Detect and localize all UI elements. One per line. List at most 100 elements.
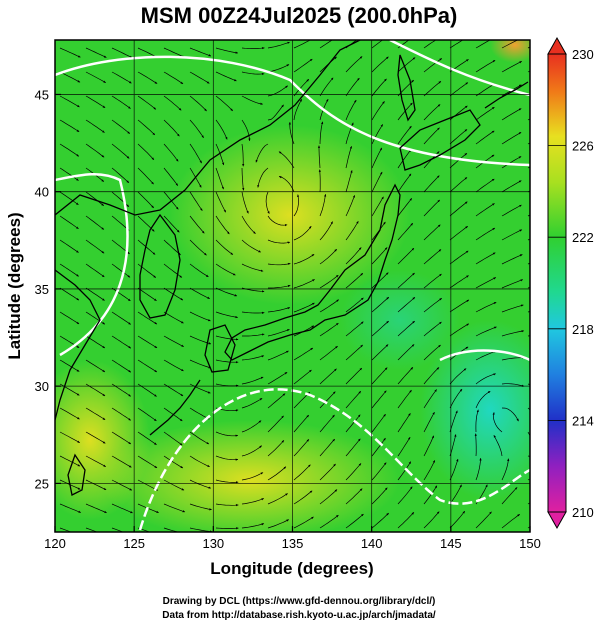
streamline bbox=[475, 301, 497, 313]
streamline bbox=[163, 215, 180, 233]
streamline bbox=[137, 407, 157, 422]
streamline bbox=[215, 287, 238, 297]
streamline bbox=[111, 287, 131, 302]
streamline bbox=[267, 215, 288, 227]
streamline bbox=[85, 263, 105, 278]
colorbar-top-arrow bbox=[547, 36, 567, 55]
streamline bbox=[475, 227, 496, 241]
streamline bbox=[111, 143, 130, 159]
streamline bbox=[319, 248, 337, 265]
streamline bbox=[397, 297, 416, 313]
streamline bbox=[241, 355, 265, 361]
streamline bbox=[59, 95, 80, 108]
streamline bbox=[241, 167, 245, 191]
streamline bbox=[345, 297, 364, 313]
coast-korea bbox=[139, 213, 181, 319]
streamline bbox=[241, 95, 263, 105]
streamline bbox=[85, 407, 106, 420]
streamline bbox=[267, 350, 289, 361]
cool-region-center bbox=[340, 270, 460, 370]
colorbar: 230 226 222 218 214 210 bbox=[547, 36, 594, 530]
streamline bbox=[345, 56, 363, 73]
coast-china-east bbox=[55, 269, 101, 421]
streamline bbox=[317, 145, 321, 169]
x-tick-label: 140 bbox=[361, 536, 383, 551]
streamline bbox=[527, 502, 530, 505]
streamline bbox=[449, 323, 470, 337]
streamline bbox=[423, 127, 440, 145]
streamline bbox=[241, 239, 261, 253]
credit-data: Data from http://database.rish.kyoto-u.a… bbox=[162, 610, 436, 621]
streamline bbox=[137, 167, 154, 185]
y-tick-label: 30 bbox=[35, 379, 49, 394]
streamline bbox=[397, 173, 412, 193]
streamline bbox=[371, 437, 386, 457]
streamline bbox=[215, 431, 239, 437]
streamline bbox=[501, 383, 525, 387]
colorbar-tick-label: 226 bbox=[572, 139, 594, 154]
streamline bbox=[267, 372, 288, 385]
streamline bbox=[163, 527, 180, 532]
streamline bbox=[293, 464, 311, 481]
streamline bbox=[293, 302, 315, 313]
streamline bbox=[423, 367, 440, 385]
streamline bbox=[59, 71, 81, 83]
streamline bbox=[137, 431, 157, 445]
streamline bbox=[501, 40, 519, 49]
streamline bbox=[241, 119, 251, 142]
streamline bbox=[449, 40, 464, 49]
streamline bbox=[371, 272, 389, 289]
streamline bbox=[85, 311, 106, 325]
streamline bbox=[137, 335, 158, 349]
streamline bbox=[293, 347, 314, 361]
warm-region-west bbox=[55, 360, 150, 520]
streamline bbox=[501, 279, 524, 289]
streamline bbox=[111, 47, 133, 59]
streamline bbox=[501, 131, 522, 145]
streamline bbox=[501, 156, 522, 169]
streamline bbox=[163, 47, 185, 58]
streamline bbox=[475, 457, 482, 481]
streamline bbox=[319, 274, 339, 289]
streamline bbox=[215, 215, 230, 235]
streamline bbox=[501, 108, 522, 121]
streamline bbox=[189, 431, 210, 445]
streamline bbox=[527, 94, 530, 97]
streamline bbox=[241, 472, 264, 481]
streamline bbox=[59, 47, 81, 58]
streamline bbox=[137, 263, 157, 278]
streamline bbox=[215, 527, 239, 530]
streamline bbox=[137, 287, 157, 301]
y-tick-label: 35 bbox=[35, 282, 49, 297]
streamline bbox=[267, 307, 291, 313]
streamline bbox=[241, 498, 264, 505]
streamline bbox=[319, 489, 338, 505]
streamline bbox=[189, 143, 202, 164]
streamline bbox=[371, 56, 389, 73]
streamline bbox=[293, 254, 315, 265]
colorbar-tick-label: 210 bbox=[572, 505, 594, 520]
streamline bbox=[423, 485, 438, 505]
streamline bbox=[257, 167, 269, 188]
streamline bbox=[527, 335, 530, 337]
streamline bbox=[345, 513, 364, 529]
streamline bbox=[475, 59, 496, 73]
streamline bbox=[475, 277, 497, 289]
streamline bbox=[189, 263, 209, 278]
streamline bbox=[501, 487, 518, 505]
coastlines bbox=[55, 40, 529, 496]
x-axis: 120 125 130 135 140 145 150 bbox=[44, 526, 541, 551]
streamline bbox=[267, 519, 290, 529]
coast-ryukyu bbox=[149, 379, 201, 436]
streamline bbox=[397, 486, 413, 505]
streamline bbox=[345, 321, 364, 337]
colorbar-tick-label: 222 bbox=[572, 230, 594, 245]
streamline bbox=[423, 435, 435, 457]
streamline bbox=[268, 284, 291, 289]
streamline bbox=[85, 287, 105, 301]
streamline bbox=[215, 119, 228, 140]
streamline bbox=[215, 191, 227, 213]
streamline bbox=[527, 238, 530, 241]
streamline bbox=[163, 359, 184, 372]
streamline bbox=[397, 461, 412, 481]
